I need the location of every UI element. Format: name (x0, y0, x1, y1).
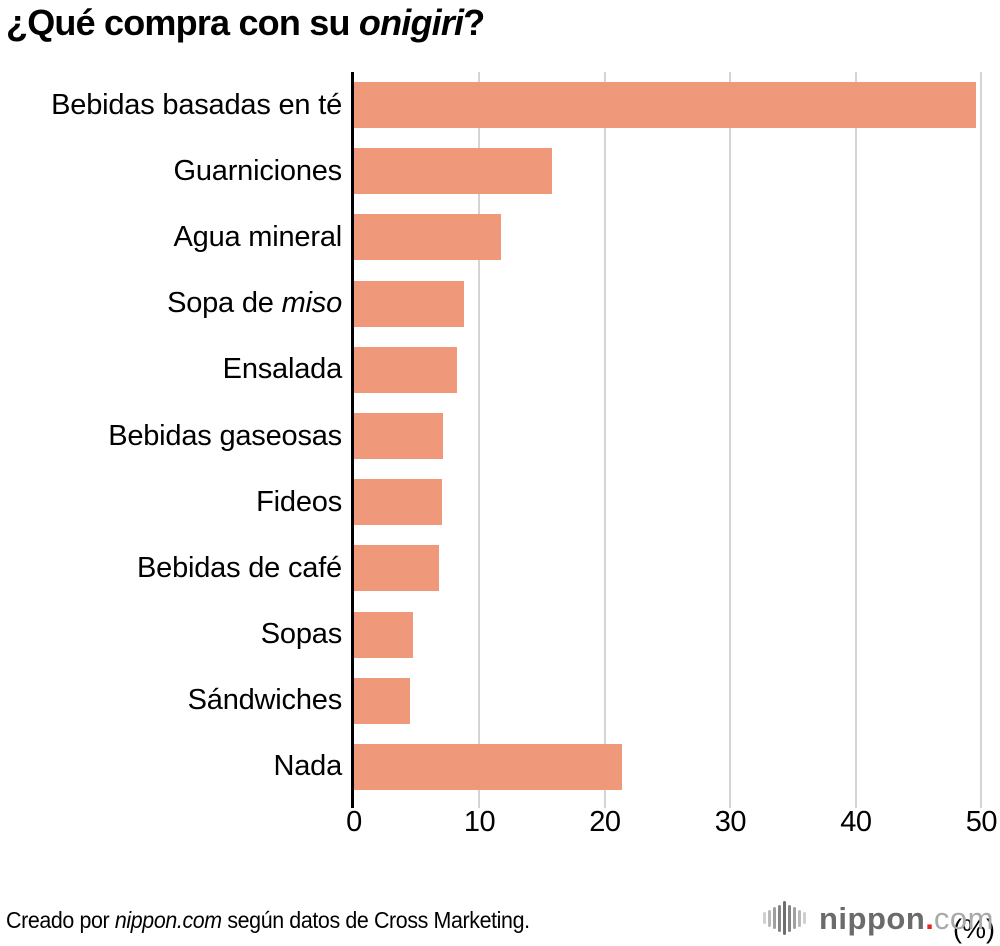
bar-chart: Bebidas basadas en té Guarniciones Agua mi… (0, 72, 1000, 944)
x-tick-label: 50 (965, 806, 998, 838)
bar (354, 545, 440, 592)
bar-row (354, 271, 992, 337)
label-row: Bebidas de café (0, 535, 354, 601)
logo-bar (793, 907, 796, 929)
nippon-logo-text: nippon.com (819, 903, 994, 934)
bar-row (354, 734, 992, 800)
category-label: Guarniciones (173, 154, 343, 187)
bar-row (354, 535, 992, 601)
logo-bar (768, 909, 771, 927)
category-label: Sopa de miso (167, 287, 342, 320)
bar-row (354, 403, 992, 469)
gridline (603, 72, 606, 808)
label-row: Agua mineral (0, 204, 354, 270)
x-tick-label: 40 (840, 806, 872, 838)
bar-row (354, 602, 992, 668)
label-row: Bebidas basadas en té (0, 72, 354, 138)
logo-bar (778, 904, 781, 932)
gridlines (354, 72, 992, 808)
label-row: Sopas (0, 602, 354, 668)
category-label: Fideos (256, 485, 342, 518)
logo-bar (788, 904, 791, 932)
bar-row (354, 138, 992, 204)
x-tick-label: 10 (463, 806, 496, 838)
category-label: Nada (273, 750, 342, 783)
x-axis-unit-label: (%) (953, 914, 995, 944)
source-credit: Creado por nippon.com según datos de Cro… (6, 907, 530, 933)
x-tick-label: 0 (346, 806, 362, 838)
bar (354, 148, 553, 195)
nippon-logo-icon (763, 901, 808, 935)
gridline (980, 72, 983, 808)
x-axis-ticks: 0 10 20 30 40 50 (346, 806, 997, 846)
bar-row (354, 72, 992, 138)
logo-bar (783, 901, 786, 935)
bar-rows (354, 72, 992, 800)
x-tick-label: 30 (714, 806, 747, 838)
bar (354, 413, 444, 460)
category-label: Bebidas gaseosas (108, 419, 342, 452)
logo-bar (763, 912, 766, 924)
page-title: ¿Qué compra con su onigiri? (6, 2, 485, 43)
x-tick-label: 20 (589, 806, 621, 838)
bar (354, 280, 465, 327)
label-row: Sándwiches (0, 668, 354, 734)
label-row: Sopa de miso (0, 271, 354, 337)
logo-bar (803, 912, 806, 924)
y-axis-line (351, 72, 354, 808)
gridline (854, 72, 857, 808)
bar-row (354, 469, 992, 535)
category-label: Sándwiches (187, 684, 343, 717)
bar (354, 611, 413, 658)
category-label: Bebidas basadas en té (51, 88, 342, 121)
label-row: Ensalada (0, 337, 354, 403)
gridline (729, 72, 732, 808)
bar-row (354, 204, 992, 270)
nippon-logo: nippon.com (763, 896, 994, 940)
logo-text-com: com (933, 900, 994, 936)
bar-row (354, 668, 992, 734)
bar-row (354, 337, 992, 403)
bar (354, 743, 623, 790)
category-label: Sopas (260, 618, 342, 651)
bar (354, 214, 501, 261)
logo-red-dot: . (925, 900, 934, 936)
label-row: Nada (0, 734, 354, 800)
label-row: Fideos (0, 469, 354, 535)
logo-bar (798, 909, 801, 927)
bar (354, 346, 457, 393)
plot-area (351, 72, 992, 808)
category-labels: Bebidas basadas en té Guarniciones Agua mi… (0, 72, 354, 800)
label-row: Bebidas gaseosas (0, 403, 354, 469)
label-row: Guarniciones (0, 138, 354, 204)
category-label: Ensalada (222, 353, 343, 386)
category-label: Bebidas de café (137, 551, 342, 584)
logo-text-nippon: nippon (819, 900, 926, 936)
gridline (478, 72, 481, 808)
category-label: Agua mineral (173, 220, 343, 253)
bar (354, 677, 411, 724)
bar (354, 479, 442, 526)
logo-bar (773, 907, 776, 929)
bar (354, 82, 977, 129)
